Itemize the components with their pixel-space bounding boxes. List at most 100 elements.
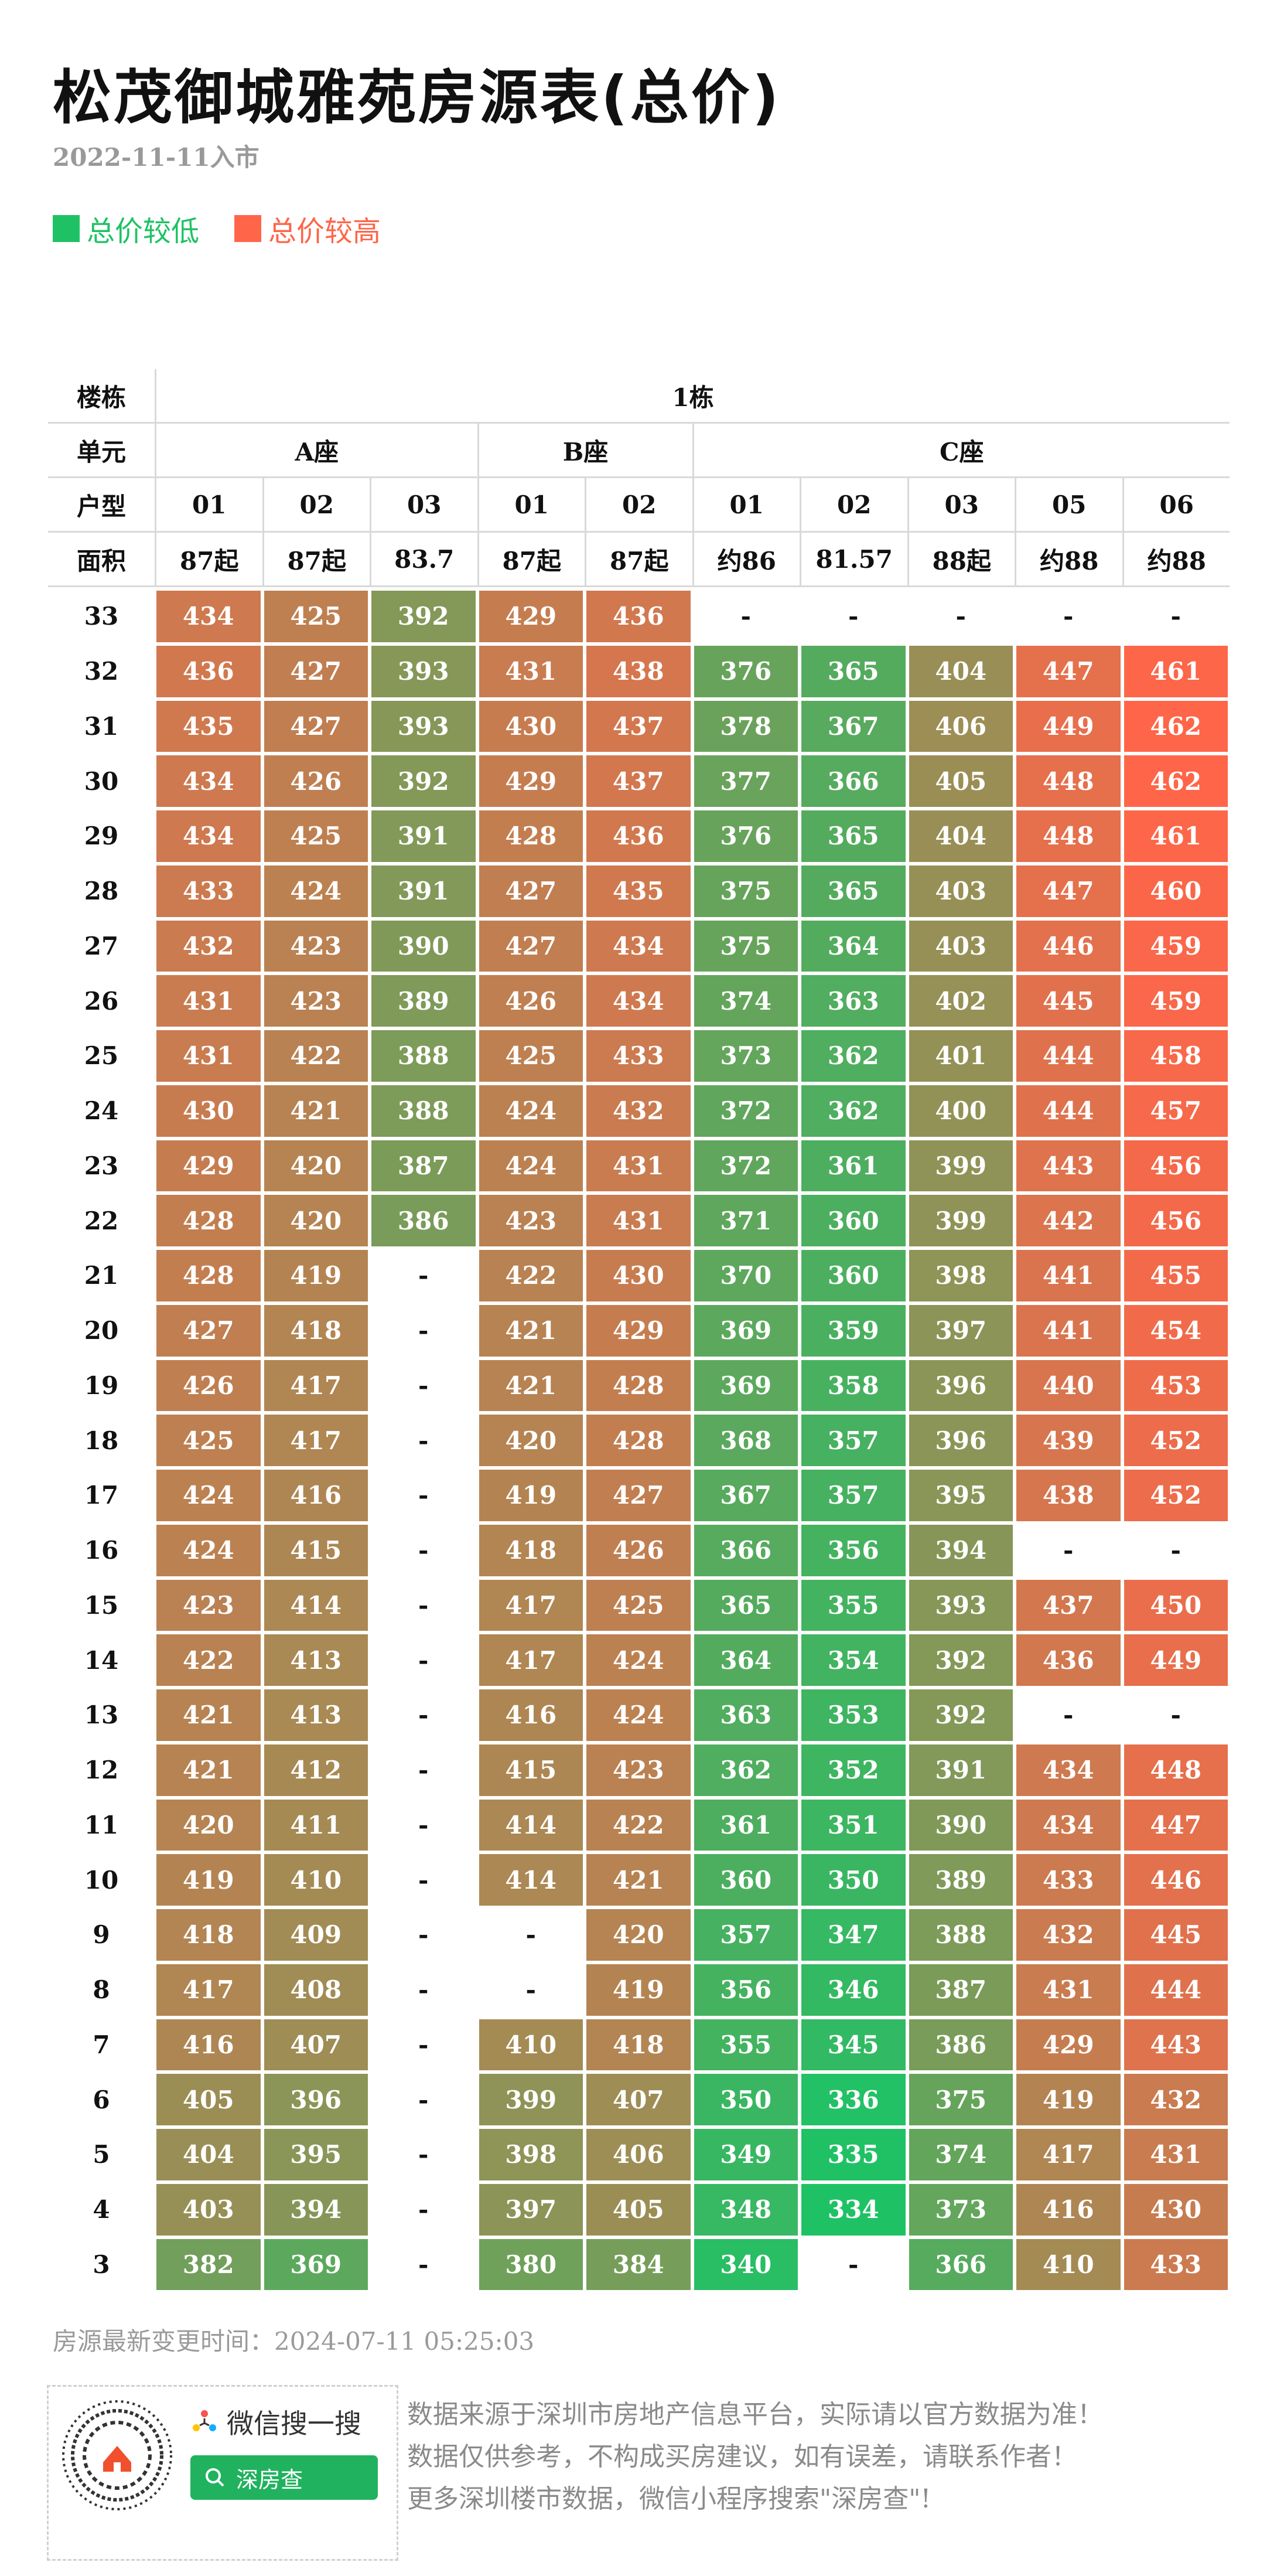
price-cell: 352	[800, 1742, 907, 1798]
price-cell: 357	[692, 1907, 800, 1962]
price-cell: 452	[1122, 1468, 1230, 1523]
price-cell: 449	[1122, 1633, 1230, 1688]
price-cell: 394	[907, 1522, 1015, 1578]
price-cell: 345	[800, 2017, 907, 2073]
price-cell: 426	[585, 1522, 692, 1578]
empty-cell: -	[1063, 1701, 1074, 1730]
price-cell: 405	[907, 754, 1015, 809]
price-cell: 418	[155, 1907, 262, 1962]
launch-date: 2022-11-11入市	[53, 143, 260, 172]
price-cell: 393	[370, 643, 477, 699]
price-cell: 415	[477, 1742, 585, 1798]
price-cell: 369	[692, 1358, 800, 1413]
legend-high-swatch	[234, 215, 262, 242]
empty-cell: -	[418, 1975, 429, 2005]
price-cell: 414	[262, 1577, 370, 1633]
price-cell: 428	[585, 1358, 692, 1413]
empty-cell: -	[418, 2195, 429, 2224]
price-cell: 461	[1122, 643, 1230, 699]
price-cell: 430	[1122, 2182, 1230, 2237]
empty-cell: -	[418, 1865, 429, 1894]
price-cell: 432	[585, 1083, 692, 1139]
price-cell: 422	[585, 1797, 692, 1853]
price-cell: 434	[585, 918, 692, 974]
empty-cell: -	[1170, 602, 1181, 631]
price-cell: 390	[370, 918, 477, 974]
price-cell: 431	[1015, 1962, 1122, 2018]
room-header: 02	[800, 478, 907, 533]
floor-label: 21	[84, 1261, 119, 1290]
floor-label: 28	[84, 877, 119, 906]
price-cell: 371	[692, 1193, 800, 1248]
price-cell: 438	[1015, 1468, 1122, 1523]
price-cell: 421	[585, 1852, 692, 1907]
price-cell: 358	[800, 1358, 907, 1413]
empty-cell: -	[418, 1920, 429, 1950]
price-cell: 392	[907, 1633, 1015, 1688]
price-cell: 375	[692, 863, 800, 919]
price-cell: 433	[585, 1028, 692, 1083]
empty-cell: -	[418, 1536, 429, 1565]
price-cell: 349	[692, 2127, 800, 2182]
price-cell: 415	[262, 1522, 370, 1578]
price-cell: 434	[155, 809, 262, 864]
price-cell: 429	[155, 1138, 262, 1194]
price-cell: 391	[370, 809, 477, 864]
price-cell: 356	[692, 1962, 800, 2018]
price-cell: 433	[155, 863, 262, 919]
price-cell: 450	[1122, 1577, 1230, 1633]
update-time: 房源最新变更时间：2024-07-11 05:25:03	[53, 2327, 535, 2356]
floor-label: 5	[93, 2140, 110, 2169]
qr-code-icon[interactable]	[59, 2397, 176, 2514]
search-keyword-button[interactable]: 深房查	[190, 2455, 378, 2500]
price-cell: 443	[1122, 2017, 1230, 2073]
floor-label: 26	[84, 986, 119, 1016]
price-cell: 334	[800, 2182, 907, 2237]
price-cell: 417	[477, 1577, 585, 1633]
price-cell: 410	[1015, 2237, 1122, 2292]
price-cell: 420	[477, 1413, 585, 1468]
price-cell: 368	[692, 1413, 800, 1468]
price-cell: 404	[907, 643, 1015, 699]
legend-low-swatch	[53, 215, 80, 242]
price-cell: 403	[155, 2182, 262, 2237]
price-cell: 398	[477, 2127, 585, 2182]
header-label-building: 楼栋	[48, 369, 155, 424]
price-cell: 392	[370, 754, 477, 809]
price-cell: 416	[1015, 2182, 1122, 2237]
floor-label: 18	[84, 1426, 119, 1455]
empty-cell: -	[418, 1316, 429, 1345]
price-cell: 412	[262, 1742, 370, 1798]
price-cell: 434	[155, 589, 262, 644]
search-icon	[206, 2468, 224, 2487]
price-cell: 421	[477, 1303, 585, 1358]
wechat-search-label: 微信搜一搜	[190, 2403, 361, 2441]
price-cell: 445	[1122, 1907, 1230, 1962]
price-cell: 420	[585, 1907, 692, 1962]
price-cell: 403	[907, 918, 1015, 974]
empty-cell: -	[525, 1975, 536, 2005]
price-cell: 397	[477, 2182, 585, 2237]
unit-header: B座	[477, 424, 692, 478]
price-cell: 443	[1015, 1138, 1122, 1194]
floor-label: 7	[93, 2030, 110, 2059]
price-cell: 408	[262, 1962, 370, 2018]
price-cell: 449	[1015, 698, 1122, 754]
price-cell: 427	[262, 643, 370, 699]
price-cell: 372	[692, 1138, 800, 1194]
price-cell: 413	[262, 1633, 370, 1688]
price-cell: 362	[800, 1028, 907, 1083]
price-cell: 373	[692, 1028, 800, 1083]
empty-cell: -	[418, 1481, 429, 1510]
price-cell: 420	[262, 1138, 370, 1194]
price-cell: 447	[1122, 1797, 1230, 1853]
price-cell: 431	[477, 643, 585, 699]
price-cell: 365	[800, 809, 907, 864]
price-cell: 387	[907, 1962, 1015, 2018]
price-cell: 404	[907, 809, 1015, 864]
price-cell: 441	[1015, 1248, 1122, 1303]
floor-label: 29	[84, 822, 119, 851]
price-cell: 427	[477, 863, 585, 919]
area-header: 83.7	[370, 533, 477, 587]
price-cell: 407	[585, 2072, 692, 2127]
